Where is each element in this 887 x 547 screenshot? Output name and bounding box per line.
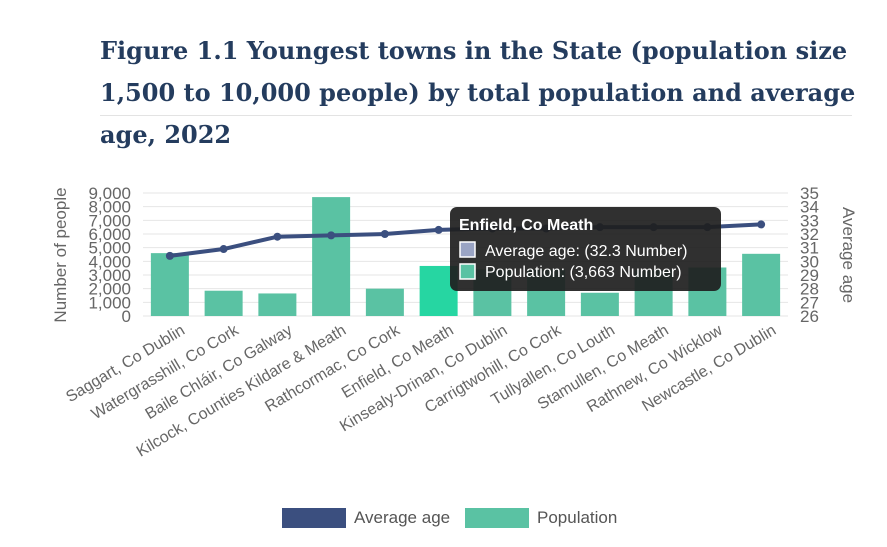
- tooltip-title: Enfield, Co Meath: [459, 217, 593, 234]
- population-bar: [258, 293, 297, 316]
- legend-label-average-age: Average age: [354, 508, 451, 527]
- left-tick-label: 5,000: [88, 239, 131, 258]
- left-tick-label: 0: [122, 307, 131, 326]
- left-tick-label: 4,000: [88, 252, 131, 271]
- tooltip-line-age: Average age: (32.3 Number): [485, 243, 687, 260]
- population-bar: [580, 292, 619, 316]
- left-tick-label: 9,000: [88, 184, 131, 203]
- right-tick-label: 33: [800, 211, 819, 230]
- right-axis-label: Average age: [839, 207, 858, 303]
- legend-swatch-population: [465, 508, 529, 528]
- right-tick-label: 26: [800, 307, 819, 326]
- left-tick-label: 3,000: [88, 266, 131, 285]
- right-tick-label: 31: [800, 239, 819, 258]
- average-age-point: [434, 225, 443, 234]
- population-bar: [312, 197, 351, 316]
- average-age-point: [165, 251, 174, 260]
- tooltip-age-swatch: [459, 241, 476, 258]
- tooltip-background: [450, 207, 721, 291]
- legend-label-population: Population: [537, 508, 618, 527]
- chart-title: Figure 1.1 Youngest towns in the State (…: [100, 36, 856, 149]
- legend-swatch-average-age: [282, 508, 346, 528]
- left-axis-ticks: 01,0002,0003,0004,0005,0006,0007,0008,00…: [88, 184, 131, 326]
- right-tick-label: 30: [800, 252, 819, 271]
- legend-item-population[interactable]: Population: [465, 508, 617, 528]
- left-tick-label: 2,000: [88, 280, 131, 299]
- title-divider: [100, 115, 852, 116]
- legend-item-average-age[interactable]: Average age: [282, 508, 450, 528]
- population-bar: [742, 253, 781, 316]
- average-age-point: [273, 232, 282, 241]
- left-axis-label: Number of people: [51, 187, 70, 322]
- left-tick-label: 6,000: [88, 225, 131, 244]
- right-tick-label: 28: [800, 280, 819, 299]
- chart-tooltip: Enfield, Co Meath Average age: (32.3 Num…: [450, 207, 721, 291]
- average-age-point: [219, 245, 228, 254]
- average-age-point: [327, 231, 336, 240]
- population-bar: [150, 253, 189, 316]
- right-tick-label: 35: [800, 184, 819, 203]
- tooltip-line-population: Population: (3,663 Number): [485, 264, 682, 281]
- population-bar: [204, 290, 243, 316]
- left-tick-label: 1,000: [88, 293, 131, 312]
- right-tick-label: 32: [800, 225, 819, 244]
- left-tick-label: 7,000: [88, 211, 131, 230]
- right-tick-label: 29: [800, 266, 819, 285]
- population-bar: [365, 288, 404, 316]
- right-tick-label: 34: [800, 198, 819, 217]
- left-tick-label: 8,000: [88, 198, 131, 217]
- right-tick-label: 27: [800, 293, 819, 312]
- average-age-point: [757, 220, 766, 229]
- tooltip-population-swatch: [459, 263, 476, 280]
- average-age-point: [380, 230, 389, 238]
